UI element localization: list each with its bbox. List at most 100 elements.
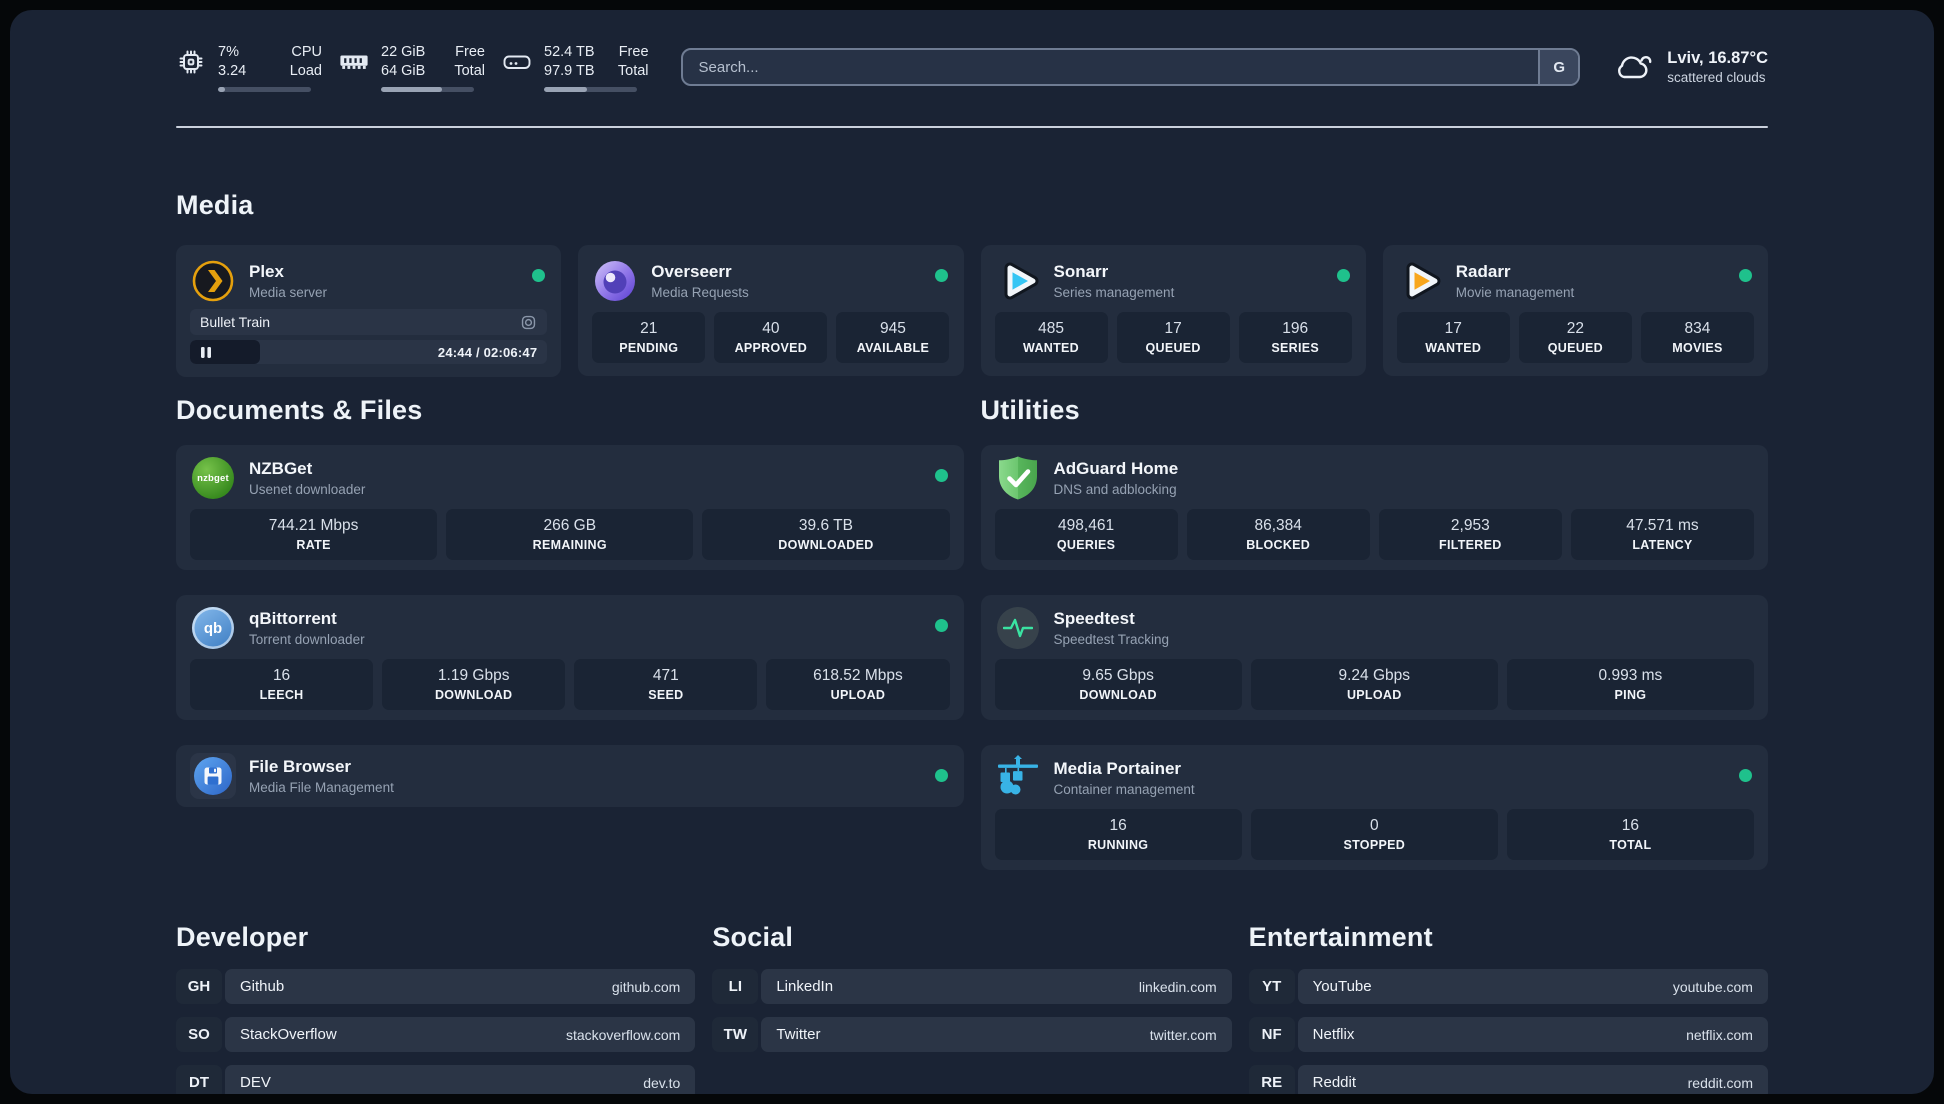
storage-stat: 52.4 TB 97.9 TB Free Total	[502, 43, 649, 92]
bookmark-stackoverflow[interactable]: SO StackOverflow stackoverflow.com	[176, 1017, 696, 1052]
service-card-speedtest[interactable]: Speedtest Speedtest Tracking 9.65 Gbps DOWN…	[980, 595, 1768, 720]
stat-tile: 834 MOVIES	[1640, 312, 1754, 363]
stat-label: MOVIES	[1672, 341, 1723, 355]
speedtest-icon	[995, 605, 1041, 651]
section-title-social: Social	[712, 922, 794, 952]
service-card-sonarr[interactable]: Sonarr Series management 485 WANTED 17 QUEUED…	[980, 245, 1366, 376]
stat-tile: 9.65 Gbps DOWNLOAD	[994, 659, 1242, 710]
bookmark-abbr: NF	[1248, 1017, 1295, 1052]
stat-tile: 17 WANTED	[1396, 312, 1510, 363]
stat-value: 40	[762, 320, 780, 337]
stat-label: STOPPED	[1343, 838, 1406, 852]
stat-label: QUERIES	[1056, 538, 1116, 552]
bookmark-netflix[interactable]: NF Netflix netflix.com	[1248, 1017, 1768, 1052]
stat-tile: 16 LEECH	[190, 659, 374, 710]
bookmark-reddit[interactable]: RE Reddit reddit.com	[1248, 1065, 1768, 1094]
bookmark-name: StackOverflow	[240, 1026, 337, 1043]
bookmark-abbr: DT	[176, 1065, 222, 1094]
stat-value: 945	[880, 320, 906, 337]
status-online-dot	[934, 469, 948, 482]
service-card-file-browser[interactable]: File Browser Media File Management	[176, 745, 964, 807]
service-name: AdGuard Home	[1053, 459, 1179, 478]
dashboard-page: 7% 3.24 CPU Load	[10, 10, 1934, 1094]
service-card-radarr[interactable]: Radarr Movie management 17 WANTED 22 QUEUED 83…	[1382, 245, 1768, 376]
stat-label: PING	[1614, 688, 1647, 702]
bookmark-url: youtube.com	[1672, 978, 1753, 995]
google-search-button[interactable]: G	[1538, 50, 1579, 84]
bookmark-dev[interactable]: DT DEV dev.to	[176, 1065, 696, 1094]
stat-tile: 21 PENDING	[592, 312, 706, 363]
service-card-plex[interactable]: Plex Media server Bullet Train 24:44 / 02:0…	[176, 245, 562, 377]
bookmark-list: YT YouTube youtube.com NF Netflix netflix.com…	[1248, 969, 1768, 1094]
radarr-icon	[1397, 258, 1443, 304]
cpu-icon	[176, 47, 206, 77]
search-input[interactable]	[682, 50, 1539, 84]
stat-tile: 47.571 ms LATENCY	[1570, 509, 1754, 560]
playback-progressbar[interactable]: 24:44 / 02:06:47	[190, 340, 548, 364]
status-online-dot	[934, 769, 948, 782]
stat-tile-row: 498,461 QUERIES 86,384 BLOCKED 2,953 FILTERED…	[994, 509, 1754, 560]
stat-label: DOWNLOAD	[434, 688, 513, 702]
stat-tile-row: 17 WANTED 22 QUEUED 834 MOVIES	[1396, 312, 1754, 363]
bookmark-abbr: TW	[712, 1017, 759, 1052]
stat-value: 834	[1684, 320, 1711, 337]
stat-tile: 39.6 TB DOWNLOADED	[702, 509, 950, 560]
stat-label: RUNNING	[1087, 838, 1149, 852]
stat-label: RATE	[296, 538, 331, 552]
section-title-entertainment: Entertainment	[1248, 922, 1433, 952]
stat-tile: 196 SERIES	[1238, 312, 1352, 363]
storage-progressbar	[544, 86, 637, 92]
service-subtitle: Container management	[1053, 782, 1195, 797]
stat-value: 0.993 ms	[1598, 667, 1663, 684]
bookmark-linkedin[interactable]: LI LinkedIn linkedin.com	[712, 969, 1232, 1004]
stat-value: 9.24 Gbps	[1338, 667, 1411, 684]
service-subtitle: Media File Management	[249, 780, 394, 795]
section-title-media: Media	[176, 190, 254, 220]
stat-value: 16	[272, 667, 291, 684]
now-playing-row: Bullet Train	[190, 309, 548, 335]
stat-label: UPLOAD	[830, 688, 886, 702]
stat-value: 471	[652, 667, 679, 684]
stat-label: TOTAL	[1609, 838, 1652, 852]
service-card-qbittorrent[interactable]: qb qBittorrent Torrent downloader 16 LEECH 1.…	[176, 595, 964, 720]
service-card-overseerr[interactable]: Overseerr Media Requests 21 PENDING 40 APPROV…	[578, 245, 964, 376]
stat-tile: 17 QUEUED	[1116, 312, 1230, 363]
bookmark-abbr: SO	[176, 1017, 222, 1052]
stat-tile-row: 485 WANTED 17 QUEUED 196 SERIES	[994, 312, 1352, 363]
service-subtitle: Usenet downloader	[249, 482, 366, 497]
service-name: qBittorrent	[249, 609, 337, 628]
documents-column: Documents & Files nzbget NZBGet Usenet dow…	[176, 395, 964, 807]
service-card-media-portainer[interactable]: Media Portainer Container management 16 RUN…	[980, 745, 1768, 870]
stat-tile: 86,384 BLOCKED	[1186, 509, 1370, 560]
section-title-documents: Documents & Files	[176, 395, 423, 425]
search-bar: G	[680, 48, 1581, 86]
service-name: NZBGet	[249, 459, 313, 478]
stat-tile: 498,461 QUERIES	[994, 509, 1178, 560]
bookmark-list: LI LinkedIn linkedin.com TW Twitter twitter.c…	[712, 969, 1232, 1052]
portainer-icon	[995, 755, 1041, 801]
cpu-stat: 7% 3.24 CPU Load	[176, 43, 322, 92]
bookmark-youtube[interactable]: YT YouTube youtube.com	[1248, 969, 1768, 1004]
stat-tile: 266 GB REMAINING	[446, 509, 694, 560]
pause-icon[interactable]	[200, 346, 212, 359]
bookmark-name: Reddit	[1312, 1074, 1357, 1091]
bookmark-twitter[interactable]: TW Twitter twitter.com	[712, 1017, 1232, 1052]
stat-value: 498,461	[1058, 517, 1115, 534]
status-online-dot	[934, 619, 948, 632]
stat-tile-row: 16 LEECH 1.19 Gbps DOWNLOAD 471 SEED 618.52 Mb…	[190, 659, 950, 710]
service-card-adguard-home[interactable]: AdGuard Home DNS and adblocking 498,461 QUE…	[980, 445, 1768, 570]
stat-value: 22	[1566, 320, 1584, 337]
bookmark-url: reddit.com	[1687, 1074, 1753, 1091]
service-name: Plex	[249, 262, 284, 281]
stat-label: DOWNLOAD	[1079, 688, 1157, 702]
stat-tile: 1.19 Gbps DOWNLOAD	[382, 659, 566, 710]
stat-value: 485	[1038, 320, 1064, 337]
stat-tile: 22 QUEUED	[1518, 312, 1632, 363]
stat-label: FILTERED	[1439, 538, 1502, 552]
service-card-nzbget[interactable]: nzbget NZBGet Usenet downloader 744.21 Mbps…	[176, 445, 964, 570]
cloud-icon	[1614, 50, 1654, 84]
gear-icon[interactable]	[520, 314, 537, 331]
cpu-load-label: Load	[289, 62, 322, 79]
bookmark-github[interactable]: GH Github github.com	[176, 969, 696, 1004]
